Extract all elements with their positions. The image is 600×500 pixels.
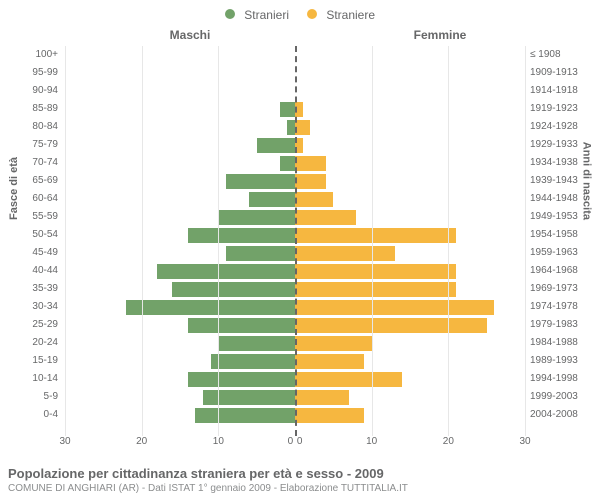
birth-year-label: ≤ 1908 <box>530 46 600 64</box>
y-axis-age-labels: 100+95-9990-9485-8980-8475-7970-7465-696… <box>0 46 58 424</box>
birth-year-label: 1959-1963 <box>530 244 600 262</box>
bar-female <box>295 390 349 405</box>
bar-male <box>211 354 295 369</box>
bar-male <box>218 336 295 351</box>
bar-female <box>295 192 333 207</box>
x-tick: 30 <box>59 436 70 447</box>
age-label: 40-44 <box>0 262 58 280</box>
birth-year-label: 1954-1958 <box>530 226 600 244</box>
birth-year-label: 1999-2003 <box>530 388 600 406</box>
y-axis-birth-labels: ≤ 19081909-19131914-19181919-19231924-19… <box>530 46 600 424</box>
age-label: 100+ <box>0 46 58 64</box>
birth-year-label: 1969-1973 <box>530 280 600 298</box>
x-axis-ticks: 30201000102030 <box>65 436 525 452</box>
age-label: 15-19 <box>0 352 58 370</box>
chart-title: Popolazione per cittadinanza straniera p… <box>8 466 592 481</box>
legend-item-straniere: Straniere <box>307 7 375 22</box>
bar-male <box>157 264 295 279</box>
bar-male <box>249 192 295 207</box>
age-label: 90-94 <box>0 82 58 100</box>
header-male: Maschi <box>65 28 315 42</box>
x-tick: 20 <box>136 436 147 447</box>
center-axis-line <box>295 46 297 436</box>
y-axis-right-title: Anni di nascita <box>580 142 592 220</box>
age-label: 50-54 <box>0 226 58 244</box>
age-label: 25-29 <box>0 316 58 334</box>
bar-male <box>226 174 295 189</box>
legend-dot-icon <box>307 9 317 19</box>
x-tick: 0 <box>297 436 303 447</box>
age-label: 5-9 <box>0 388 58 406</box>
birth-year-label: 1989-1993 <box>530 352 600 370</box>
age-label: 80-84 <box>0 118 58 136</box>
bar-male <box>195 408 295 423</box>
bar-female <box>295 372 402 387</box>
birth-year-label: 1924-1928 <box>530 118 600 136</box>
bar-female <box>295 210 356 225</box>
birth-year-label: 1919-1923 <box>530 100 600 118</box>
legend-label: Stranieri <box>244 7 289 21</box>
legend-item-stranieri: Stranieri <box>225 7 289 22</box>
legend: Stranieri Straniere <box>0 0 600 28</box>
population-pyramid-chart: Stranieri Straniere Maschi Femmine 100+9… <box>0 0 600 500</box>
age-label: 95-99 <box>0 64 58 82</box>
birth-year-label: 1979-1983 <box>530 316 600 334</box>
bar-male <box>188 318 295 333</box>
birth-year-label: 1914-1918 <box>530 82 600 100</box>
bar-female <box>295 120 310 135</box>
bar-male <box>188 372 295 387</box>
x-tick: 10 <box>213 436 224 447</box>
bar-male <box>226 246 295 261</box>
birth-year-label: 1964-1968 <box>530 262 600 280</box>
bar-female <box>295 318 487 333</box>
bar-male <box>280 156 295 171</box>
bar-male <box>218 210 295 225</box>
bar-male <box>126 300 295 315</box>
age-label: 30-34 <box>0 298 58 316</box>
age-label: 0-4 <box>0 406 58 424</box>
chart-subtitle: COMUNE DI ANGHIARI (AR) - Dati ISTAT 1° … <box>8 483 592 494</box>
legend-label: Straniere <box>326 7 375 21</box>
birth-year-label: 1984-1988 <box>530 334 600 352</box>
age-label: 75-79 <box>0 136 58 154</box>
bar-female <box>295 156 326 171</box>
birth-year-label: 1994-1998 <box>530 370 600 388</box>
bar-male <box>188 228 295 243</box>
bar-female <box>295 264 456 279</box>
x-tick: 30 <box>519 436 530 447</box>
age-label: 20-24 <box>0 334 58 352</box>
bar-male <box>280 102 295 117</box>
age-label: 10-14 <box>0 370 58 388</box>
plot-area <box>65 46 525 436</box>
chart-footer: Popolazione per cittadinanza straniera p… <box>8 466 592 494</box>
birth-year-label: 2004-2008 <box>530 406 600 424</box>
age-label: 85-89 <box>0 100 58 118</box>
header-female: Femmine <box>315 28 565 42</box>
age-label: 35-39 <box>0 280 58 298</box>
birth-year-label: 1909-1913 <box>530 64 600 82</box>
bar-female <box>295 246 395 261</box>
bar-male <box>172 282 295 297</box>
bar-female <box>295 408 364 423</box>
x-tick: 0 <box>288 436 294 447</box>
bar-male <box>203 390 295 405</box>
bar-female <box>295 336 372 351</box>
bar-male <box>257 138 295 153</box>
y-axis-left-title: Fasce di età <box>8 157 20 220</box>
birth-year-label: 1974-1978 <box>530 298 600 316</box>
x-tick: 20 <box>443 436 454 447</box>
age-label: 45-49 <box>0 244 58 262</box>
column-headers: Maschi Femmine <box>0 28 600 46</box>
bar-female <box>295 228 456 243</box>
bar-male <box>287 120 295 135</box>
bar-female <box>295 282 456 297</box>
bar-female <box>295 354 364 369</box>
legend-dot-icon <box>225 9 235 19</box>
x-tick: 10 <box>366 436 377 447</box>
bar-female <box>295 300 494 315</box>
bar-female <box>295 174 326 189</box>
